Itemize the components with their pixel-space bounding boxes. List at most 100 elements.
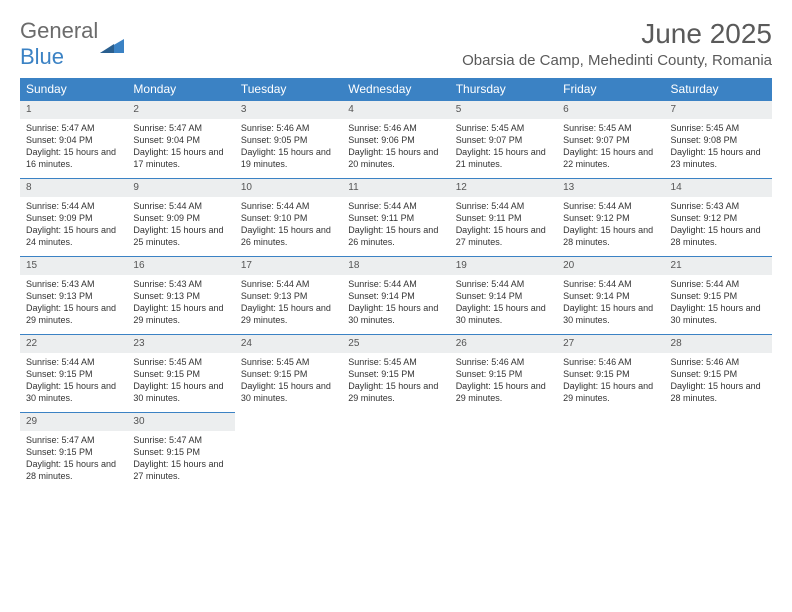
- calendar-cell: ..: [557, 412, 664, 490]
- daylight-line: Daylight: 15 hours and 27 minutes.: [133, 458, 228, 482]
- day-body: Sunrise: 5:47 AMSunset: 9:04 PMDaylight:…: [127, 119, 234, 179]
- day-number: 23: [127, 334, 234, 353]
- weekday-header: Friday: [557, 78, 664, 100]
- sunset-line: Sunset: 9:13 PM: [133, 290, 228, 302]
- day-number: 19: [450, 256, 557, 275]
- logo: General Blue: [20, 18, 124, 70]
- day-number: 24: [235, 334, 342, 353]
- daylight-line: Daylight: 15 hours and 30 minutes.: [348, 302, 443, 326]
- calendar-cell: 28Sunrise: 5:46 AMSunset: 9:15 PMDayligh…: [665, 334, 772, 412]
- calendar-header-row: SundayMondayTuesdayWednesdayThursdayFrid…: [20, 78, 772, 100]
- daylight-line: Daylight: 15 hours and 30 minutes.: [563, 302, 658, 326]
- sunset-line: Sunset: 9:04 PM: [133, 134, 228, 146]
- day-body: Sunrise: 5:44 AMSunset: 9:09 PMDaylight:…: [20, 197, 127, 257]
- sunrise-line: Sunrise: 5:46 AM: [563, 356, 658, 368]
- location-text: Obarsia de Camp, Mehedinti County, Roman…: [462, 52, 772, 69]
- logo-triangle-icon: [100, 35, 124, 53]
- calendar-cell: 29Sunrise: 5:47 AMSunset: 9:15 PMDayligh…: [20, 412, 127, 490]
- sunrise-line: Sunrise: 5:44 AM: [348, 278, 443, 290]
- sunrise-line: Sunrise: 5:44 AM: [456, 278, 551, 290]
- day-body: Sunrise: 5:45 AMSunset: 9:07 PMDaylight:…: [450, 119, 557, 179]
- sunrise-line: Sunrise: 5:43 AM: [133, 278, 228, 290]
- day-number: 20: [557, 256, 664, 275]
- calendar-cell: 7Sunrise: 5:45 AMSunset: 9:08 PMDaylight…: [665, 100, 772, 178]
- calendar-cell: 3Sunrise: 5:46 AMSunset: 9:05 PMDaylight…: [235, 100, 342, 178]
- weekday-header: Wednesday: [342, 78, 449, 100]
- sunset-line: Sunset: 9:15 PM: [348, 368, 443, 380]
- daylight-line: Daylight: 15 hours and 21 minutes.: [456, 146, 551, 170]
- calendar-body: 1Sunrise: 5:47 AMSunset: 9:04 PMDaylight…: [20, 100, 772, 490]
- calendar-cell: 18Sunrise: 5:44 AMSunset: 9:14 PMDayligh…: [342, 256, 449, 334]
- day-body: Sunrise: 5:44 AMSunset: 9:15 PMDaylight:…: [20, 353, 127, 413]
- day-number: 27: [557, 334, 664, 353]
- sunrise-line: Sunrise: 5:44 AM: [241, 200, 336, 212]
- daylight-line: Daylight: 15 hours and 23 minutes.: [671, 146, 766, 170]
- day-number: 21: [665, 256, 772, 275]
- weekday-header: Thursday: [450, 78, 557, 100]
- sunset-line: Sunset: 9:11 PM: [456, 212, 551, 224]
- sunset-line: Sunset: 9:05 PM: [241, 134, 336, 146]
- sunrise-line: Sunrise: 5:46 AM: [241, 122, 336, 134]
- day-body: Sunrise: 5:45 AMSunset: 9:08 PMDaylight:…: [665, 119, 772, 179]
- sunrise-line: Sunrise: 5:44 AM: [26, 356, 121, 368]
- sunrise-line: Sunrise: 5:45 AM: [456, 122, 551, 134]
- calendar-cell: 12Sunrise: 5:44 AMSunset: 9:11 PMDayligh…: [450, 178, 557, 256]
- calendar-cell: ..: [235, 412, 342, 490]
- day-number: 1: [20, 100, 127, 119]
- day-body: Sunrise: 5:43 AMSunset: 9:13 PMDaylight:…: [20, 275, 127, 335]
- day-body: Sunrise: 5:45 AMSunset: 9:15 PMDaylight:…: [235, 353, 342, 413]
- calendar-cell: 1Sunrise: 5:47 AMSunset: 9:04 PMDaylight…: [20, 100, 127, 178]
- logo-text-wrap: General Blue: [20, 18, 98, 70]
- logo-word1: General: [20, 18, 98, 43]
- daylight-line: Daylight: 15 hours and 24 minutes.: [26, 224, 121, 248]
- daylight-line: Daylight: 15 hours and 29 minutes.: [563, 380, 658, 404]
- day-body: Sunrise: 5:44 AMSunset: 9:13 PMDaylight:…: [235, 275, 342, 335]
- calendar-cell: 19Sunrise: 5:44 AMSunset: 9:14 PMDayligh…: [450, 256, 557, 334]
- calendar-cell: 26Sunrise: 5:46 AMSunset: 9:15 PMDayligh…: [450, 334, 557, 412]
- day-number: 11: [342, 178, 449, 197]
- calendar-row: 15Sunrise: 5:43 AMSunset: 9:13 PMDayligh…: [20, 256, 772, 334]
- day-body: Sunrise: 5:47 AMSunset: 9:15 PMDaylight:…: [20, 431, 127, 491]
- header: General Blue June 2025 Obarsia de Camp, …: [20, 18, 772, 70]
- calendar-cell: 25Sunrise: 5:45 AMSunset: 9:15 PMDayligh…: [342, 334, 449, 412]
- day-number: 4: [342, 100, 449, 119]
- sunrise-line: Sunrise: 5:44 AM: [563, 278, 658, 290]
- calendar-cell: ..: [342, 412, 449, 490]
- day-body: Sunrise: 5:44 AMSunset: 9:11 PMDaylight:…: [342, 197, 449, 257]
- day-number: 8: [20, 178, 127, 197]
- sunrise-line: Sunrise: 5:46 AM: [456, 356, 551, 368]
- day-body: Sunrise: 5:46 AMSunset: 9:06 PMDaylight:…: [342, 119, 449, 179]
- sunset-line: Sunset: 9:13 PM: [241, 290, 336, 302]
- daylight-line: Daylight: 15 hours and 19 minutes.: [241, 146, 336, 170]
- day-number: 29: [20, 412, 127, 431]
- day-body: Sunrise: 5:43 AMSunset: 9:12 PMDaylight:…: [665, 197, 772, 257]
- sunrise-line: Sunrise: 5:44 AM: [241, 278, 336, 290]
- day-number: 28: [665, 334, 772, 353]
- calendar-cell: 17Sunrise: 5:44 AMSunset: 9:13 PMDayligh…: [235, 256, 342, 334]
- calendar-cell: 13Sunrise: 5:44 AMSunset: 9:12 PMDayligh…: [557, 178, 664, 256]
- day-body: Sunrise: 5:44 AMSunset: 9:15 PMDaylight:…: [665, 275, 772, 335]
- sunset-line: Sunset: 9:08 PM: [671, 134, 766, 146]
- day-body: Sunrise: 5:45 AMSunset: 9:15 PMDaylight:…: [127, 353, 234, 413]
- day-body: Sunrise: 5:47 AMSunset: 9:04 PMDaylight:…: [20, 119, 127, 179]
- day-number: 10: [235, 178, 342, 197]
- daylight-line: Daylight: 15 hours and 30 minutes.: [241, 380, 336, 404]
- sunset-line: Sunset: 9:06 PM: [348, 134, 443, 146]
- sunrise-line: Sunrise: 5:45 AM: [241, 356, 336, 368]
- day-body: Sunrise: 5:44 AMSunset: 9:09 PMDaylight:…: [127, 197, 234, 257]
- daylight-line: Daylight: 15 hours and 28 minutes.: [563, 224, 658, 248]
- sunset-line: Sunset: 9:07 PM: [456, 134, 551, 146]
- day-body: Sunrise: 5:45 AMSunset: 9:15 PMDaylight:…: [342, 353, 449, 413]
- sunrise-line: Sunrise: 5:44 AM: [563, 200, 658, 212]
- calendar-cell: 22Sunrise: 5:44 AMSunset: 9:15 PMDayligh…: [20, 334, 127, 412]
- sunset-line: Sunset: 9:14 PM: [563, 290, 658, 302]
- sunset-line: Sunset: 9:12 PM: [563, 212, 658, 224]
- day-body: Sunrise: 5:44 AMSunset: 9:14 PMDaylight:…: [557, 275, 664, 335]
- calendar-cell: 8Sunrise: 5:44 AMSunset: 9:09 PMDaylight…: [20, 178, 127, 256]
- day-number: 12: [450, 178, 557, 197]
- day-body: Sunrise: 5:44 AMSunset: 9:11 PMDaylight:…: [450, 197, 557, 257]
- daylight-line: Daylight: 15 hours and 27 minutes.: [456, 224, 551, 248]
- day-number: 14: [665, 178, 772, 197]
- calendar-cell: 5Sunrise: 5:45 AMSunset: 9:07 PMDaylight…: [450, 100, 557, 178]
- day-number: 26: [450, 334, 557, 353]
